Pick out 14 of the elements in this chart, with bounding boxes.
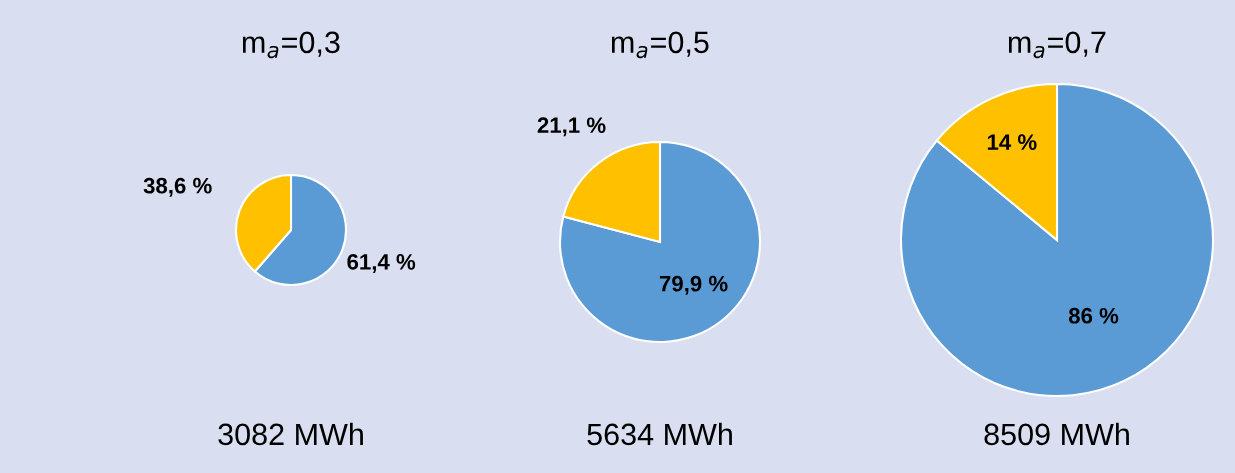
text: 5634 MWh <box>587 422 732 446</box>
text: 8509 MWh <box>984 422 1129 446</box>
text: 3082 MWh <box>218 422 363 446</box>
pie-slice <box>558 140 762 344</box>
pie-slice <box>899 82 1215 398</box>
data-label: 14 % <box>987 134 1037 150</box>
data-label: 79,9 % <box>659 275 728 295</box>
chart-title: m$_{a}$=0,7 <box>1008 31 1106 59</box>
data-label: 38,6 % <box>143 177 212 197</box>
chart-title: m$_{a}$=0,3 <box>242 31 340 59</box>
data-label: 21,1 % <box>537 117 606 137</box>
chart-title: m$_{a}$=0,5 <box>611 31 709 59</box>
data-label: 86 % <box>1068 307 1119 324</box>
data-label: 61,4 % <box>347 253 416 273</box>
